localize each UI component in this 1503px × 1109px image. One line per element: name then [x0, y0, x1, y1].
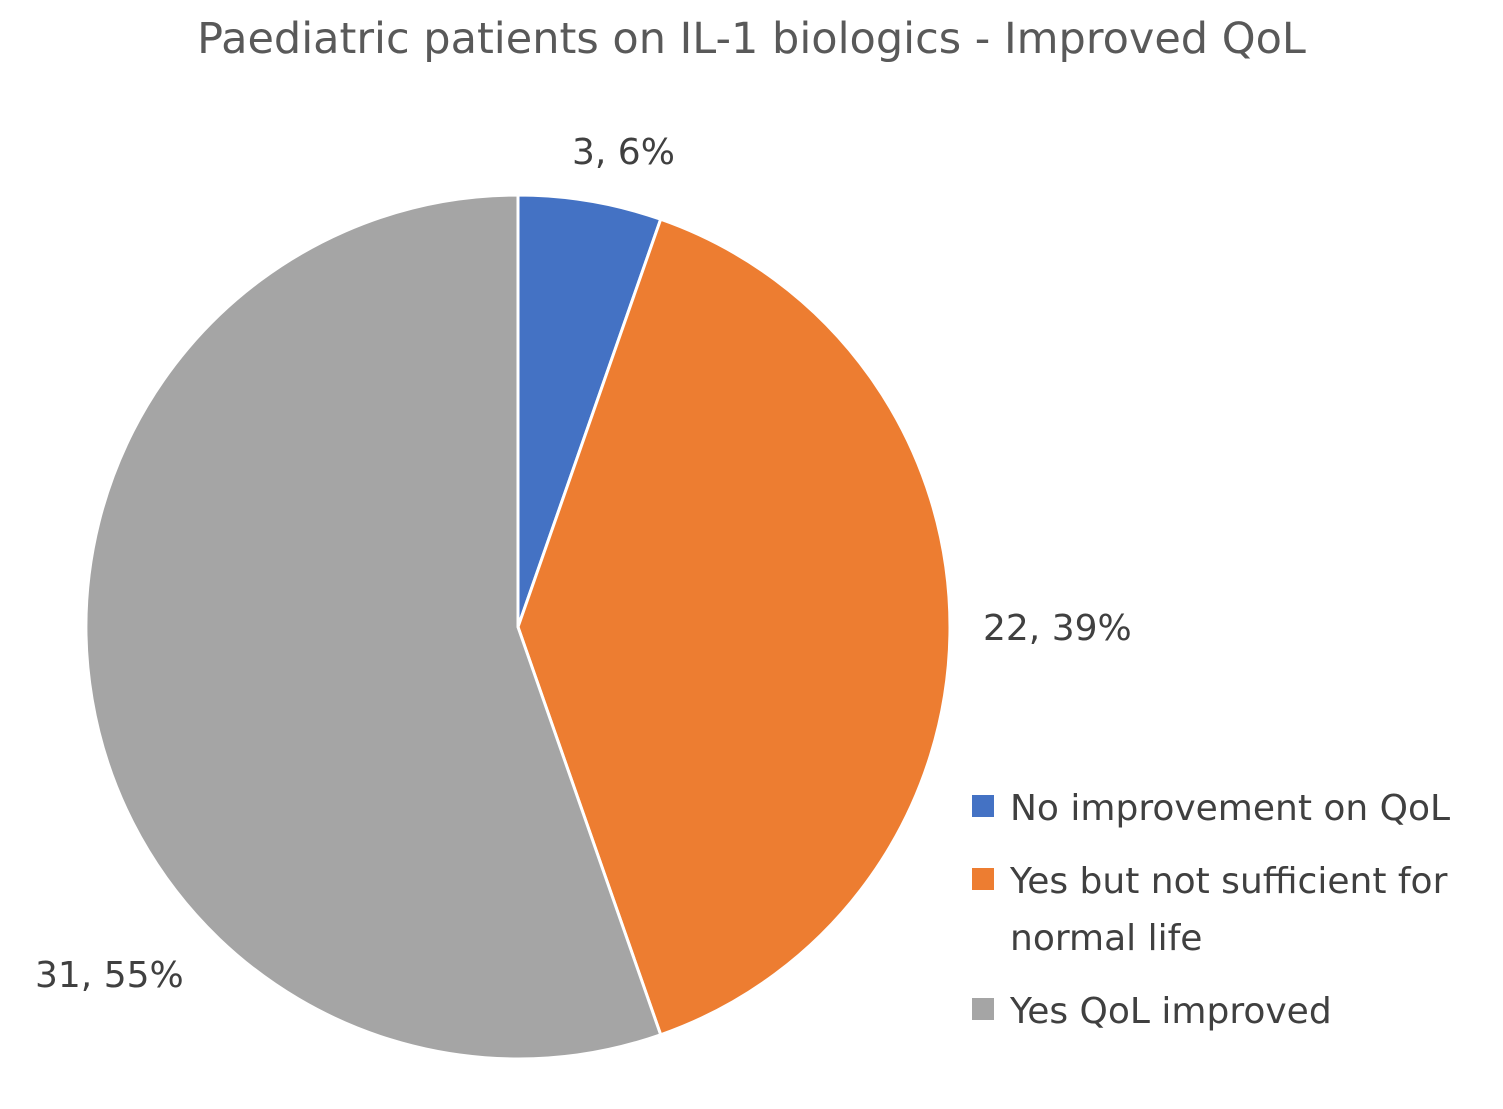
slice-yes-not-sufficient[interactable] [516, 217, 952, 1037]
legend-item-yes-improved[interactable]: Yes QoL improved [972, 983, 1492, 1040]
legend-swatch-gray [972, 998, 994, 1020]
slice-no-improvement[interactable] [516, 193, 663, 628]
data-label-yes-not-sufficient: 22, 39% [983, 608, 1132, 649]
data-label-no-improvement: 3, 6% [572, 132, 675, 173]
legend-swatch-orange [972, 868, 994, 890]
legend-swatch-blue [972, 795, 994, 817]
legend-label: Yes but not sufficient for normal life [1010, 861, 1448, 959]
pie-slices [84, 193, 952, 1061]
slice-yes-improved[interactable] [84, 193, 663, 1061]
legend: No improvement on QoL Yes but not suffic… [972, 780, 1492, 1040]
legend-label: Yes QoL improved [1010, 991, 1332, 1032]
legend-label: No improvement on QoL [1010, 788, 1451, 829]
legend-item-yes-not-sufficient[interactable]: Yes but not sufficient for normal life [972, 853, 1492, 967]
data-label-yes-improved: 31, 55% [35, 955, 184, 996]
legend-item-no-improvement[interactable]: No improvement on QoL [972, 780, 1492, 837]
chart-title: Paediatric patients on IL-1 biologics - … [197, 14, 1306, 64]
